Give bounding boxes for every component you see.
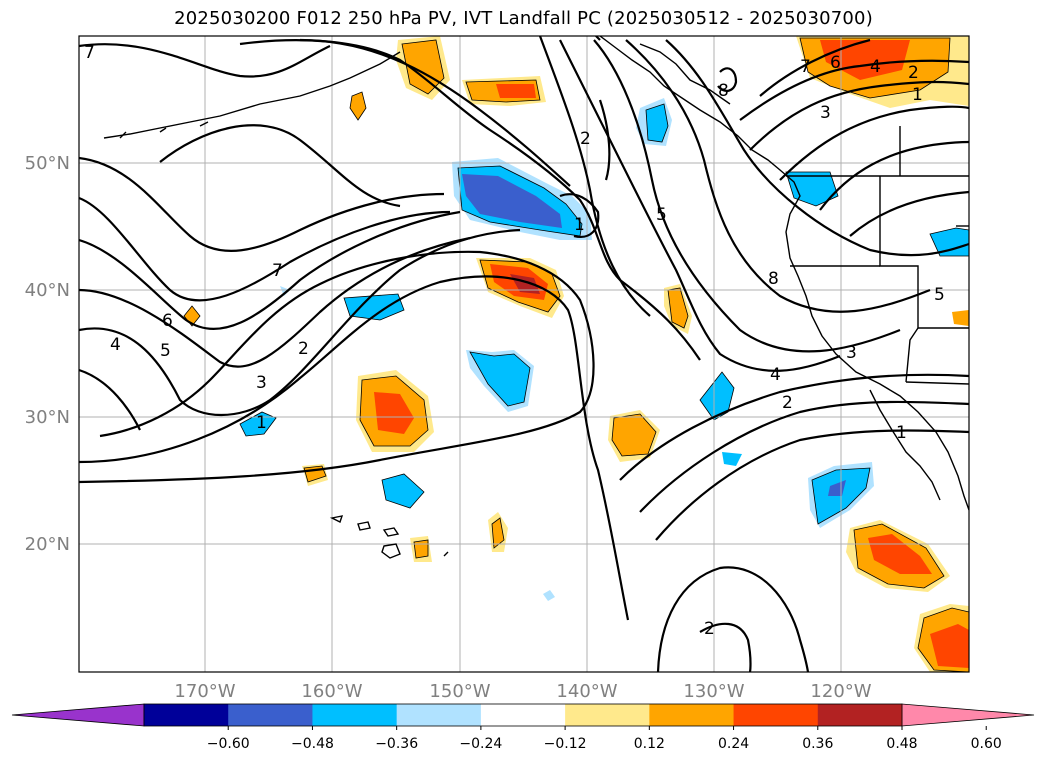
- colorbar-extend-max: [901, 703, 1035, 727]
- plot-area: [79, 36, 969, 672]
- pos-anomaly-east: [952, 310, 969, 326]
- pos-anomaly-aleut-core: [401, 39, 445, 95]
- contour-label: 1: [896, 423, 907, 443]
- neg-anomaly-mid-core: [469, 351, 531, 407]
- colorbar-tick-label: 0.48: [886, 736, 917, 752]
- neg-anomaly-west1: [239, 411, 277, 437]
- colorbar-segment: [396, 704, 482, 726]
- pos-anomaly-south-inner: [374, 392, 414, 434]
- pos-anomaly-coast-core: [667, 287, 689, 329]
- colorbar-segment: [817, 704, 903, 726]
- colorbar-segment: [228, 704, 313, 726]
- contour-label: 5: [934, 285, 945, 305]
- neg-anomaly-hawaii: [381, 473, 425, 509]
- contour-label: 5: [656, 205, 667, 225]
- contour-label: 2: [704, 619, 715, 639]
- lat-label: 50°N: [25, 153, 70, 174]
- contour-label: 3: [820, 103, 831, 123]
- colorbar-tick-label: −0.24: [459, 736, 502, 752]
- contour-label: 7: [800, 57, 811, 77]
- lon-label: 150°W: [429, 681, 490, 702]
- contour-label: 7: [84, 43, 95, 63]
- contour-labels: 7 7 6 5 4 3 2 1 2 5 1 8 7 6 4 2 1 3 8 5 …: [84, 43, 945, 639]
- neg-anomaly-bc-core: [645, 103, 669, 143]
- contour-label: 6: [162, 311, 173, 331]
- lon-label: 170°W: [174, 681, 235, 702]
- contour-label: 3: [256, 373, 267, 393]
- pos-anomaly-north-inner: [496, 84, 536, 98]
- contour-label: 1: [912, 85, 923, 105]
- contour-label: 2: [908, 63, 919, 83]
- lat-label: 30°N: [25, 407, 70, 428]
- plot-frame: [78, 35, 970, 673]
- latitude-labels: 50°N 40°N 30°N 20°N: [25, 153, 70, 555]
- colorbar-tick-label: −0.12: [544, 736, 587, 752]
- shading-layer: [183, 36, 969, 672]
- colorbar-tick-label: 0.24: [718, 736, 749, 752]
- contour-label: 1: [256, 413, 267, 433]
- lon-label: 140°W: [556, 681, 617, 702]
- lat-label: 40°N: [25, 280, 70, 301]
- contour-label: 7: [272, 261, 283, 281]
- contour-label: 5: [160, 341, 171, 361]
- pos-anomaly-s1-core: [491, 517, 505, 549]
- pos-anomaly-s2-core: [413, 539, 429, 559]
- neg-anomaly-e2: [722, 452, 742, 466]
- map-title: 2025030200 F012 250 hPa PV, IVT Landfall…: [174, 8, 873, 29]
- contour-label: 4: [770, 365, 781, 385]
- colorbar-extend-min: [11, 703, 145, 727]
- colorbar-tick-label: −0.48: [291, 736, 334, 752]
- neg-anomaly-ak: [280, 286, 290, 296]
- pv-contours: [79, 36, 969, 672]
- contour-label: 2: [782, 393, 793, 413]
- colorbar-tick-label: 0.12: [634, 736, 665, 752]
- coastlines: [103, 36, 969, 559]
- contour-label: 6: [830, 53, 841, 73]
- contour-label: 1: [574, 215, 585, 235]
- colorbar-tick-label: −0.36: [375, 736, 418, 752]
- colorbar-segment: [649, 704, 735, 726]
- gridlines: [79, 36, 969, 672]
- colorbar-frame: [143, 703, 903, 727]
- colorbar: −0.60 −0.48 −0.36 −0.24 −0.12 0.12 0.24 0.36 0.4…: [11, 703, 1035, 752]
- contour-label: 2: [298, 339, 309, 359]
- pos-anomaly-se-core: [611, 413, 657, 457]
- lon-label: 130°W: [683, 681, 744, 702]
- colorbar-tick-label: −0.60: [207, 736, 250, 752]
- colorbar-tick-label: 0.60: [971, 736, 1002, 752]
- lon-label: 120°W: [810, 681, 871, 702]
- longitude-labels: 170°W 160°W 150°W 140°W 130°W 120°W: [174, 681, 871, 702]
- lat-label: 20°N: [25, 534, 70, 555]
- contour-label: 4: [110, 335, 121, 355]
- neg-anomaly-small: [543, 590, 555, 601]
- pos-anomaly-corner-inner: [930, 624, 969, 668]
- contour-label: 2: [580, 129, 591, 149]
- colorbar-segment: [144, 704, 229, 726]
- contour-label: 4: [870, 57, 881, 77]
- lon-label: 160°W: [301, 681, 362, 702]
- pos-anomaly-canada-inner: [820, 40, 910, 80]
- colorbar-tick-label: 0.36: [802, 736, 833, 752]
- neg-anomaly-gulf-inner: [462, 174, 562, 228]
- contour-label: 3: [846, 343, 857, 363]
- neg-anomaly-central: [343, 293, 405, 321]
- colorbar-segment: [565, 704, 650, 726]
- contour-label: 8: [718, 81, 729, 101]
- colorbar-segment: [480, 704, 566, 726]
- pos-anomaly-small-north: [349, 91, 367, 121]
- contour-label: 8: [768, 269, 779, 289]
- colorbar-segment: [733, 704, 819, 726]
- colorbar-segment: [312, 704, 398, 726]
